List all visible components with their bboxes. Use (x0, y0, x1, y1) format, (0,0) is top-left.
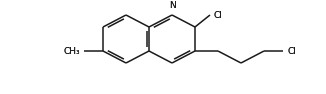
Text: N: N (169, 1, 175, 10)
Bar (214, 12, 224, 18)
Text: Cl: Cl (214, 11, 223, 19)
Bar (287, 48, 297, 54)
Text: N: N (169, 1, 175, 10)
Text: Cl: Cl (214, 11, 223, 19)
Text: CH₃: CH₃ (63, 47, 80, 55)
Text: CH₃: CH₃ (63, 47, 80, 55)
Bar (67, 48, 80, 54)
Text: Cl: Cl (287, 47, 296, 55)
Bar (169, 4, 175, 10)
Text: Cl: Cl (287, 47, 296, 55)
